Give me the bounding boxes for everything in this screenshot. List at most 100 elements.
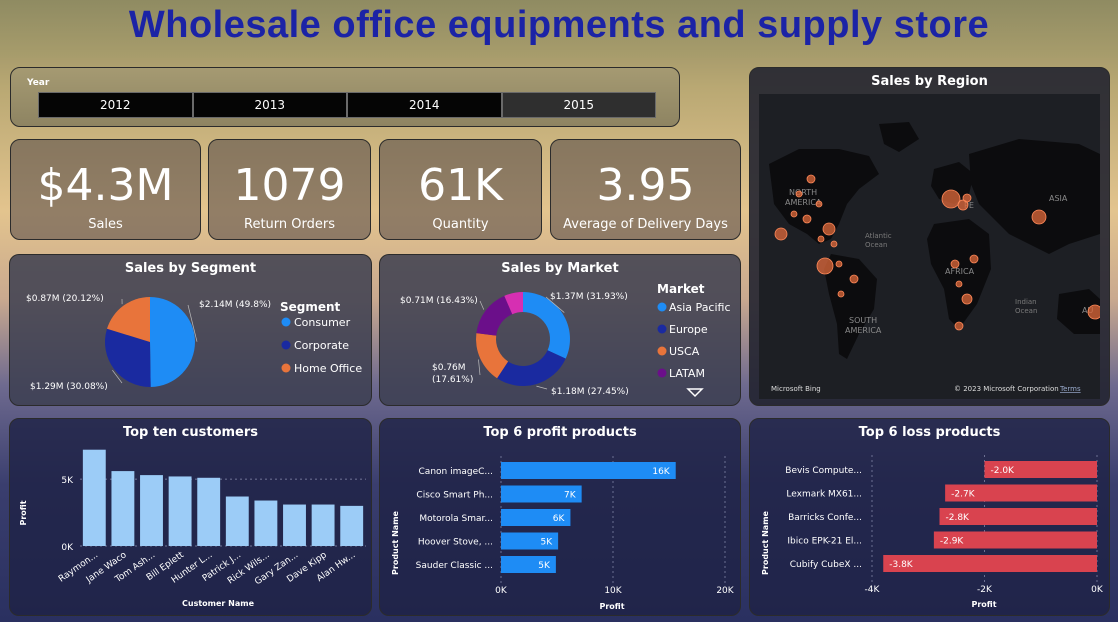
market-legend-marker bbox=[657, 346, 667, 356]
market-legend-marker bbox=[657, 368, 667, 378]
product-bar[interactable] bbox=[933, 531, 1097, 549]
year-2013-button[interactable]: 2013 bbox=[192, 92, 347, 118]
customer-bar[interactable] bbox=[254, 500, 278, 546]
top-profit-products-card: Top 6 profit products Product Name Profi… bbox=[379, 418, 741, 616]
segment-data-label: $2.14M (49.8%) bbox=[199, 300, 271, 310]
region-bubble[interactable] bbox=[1087, 304, 1100, 320]
market-legend-item[interactable]: Asia Pacific bbox=[669, 301, 731, 314]
kpi-sales-value: $4.3M bbox=[37, 160, 174, 211]
product-value-label: -3.8K bbox=[889, 560, 914, 570]
region-bubble[interactable] bbox=[849, 274, 859, 284]
product-category-label: Hoover Stove, ... bbox=[418, 538, 493, 548]
region-bubble[interactable] bbox=[806, 174, 816, 184]
map-label-atlantic-1: Atlantic bbox=[865, 232, 892, 240]
loss-products-bar-chart[interactable]: Product Name Profit -4K -2K 0K Bevis Compu… bbox=[750, 419, 1109, 615]
year-2015-button[interactable]: 2015 bbox=[501, 92, 656, 118]
customer-bar[interactable] bbox=[311, 504, 335, 546]
region-bubble[interactable] bbox=[817, 235, 825, 243]
top-profit-products-title: Top 6 profit products bbox=[483, 425, 637, 440]
region-bubble[interactable] bbox=[941, 189, 961, 209]
region-bubble[interactable] bbox=[957, 199, 969, 211]
market-legend-item[interactable]: LATAM bbox=[669, 367, 705, 380]
region-bubble[interactable] bbox=[822, 222, 836, 236]
region-bubble[interactable] bbox=[790, 210, 798, 218]
product-bar[interactable] bbox=[883, 555, 1097, 572]
kpi-quantity-value: 61K bbox=[418, 160, 503, 211]
region-bubble[interactable] bbox=[802, 214, 812, 224]
region-bubble[interactable] bbox=[962, 193, 972, 203]
customer-bar[interactable] bbox=[140, 475, 163, 546]
market-legend-item[interactable]: Europe bbox=[669, 323, 708, 336]
region-bubble[interactable] bbox=[950, 259, 960, 269]
segment-legend-item[interactable]: Consumer bbox=[294, 316, 351, 329]
region-bubble[interactable] bbox=[955, 280, 963, 288]
loss-x-axis-label: Profit bbox=[971, 600, 996, 609]
product-bar[interactable] bbox=[501, 485, 582, 503]
product-bar[interactable] bbox=[501, 462, 676, 479]
customer-bar[interactable] bbox=[168, 476, 192, 546]
market-slice-usca[interactable] bbox=[476, 333, 509, 379]
customer-bar[interactable] bbox=[82, 449, 106, 546]
legend-scroll-down-icon[interactable] bbox=[686, 388, 704, 398]
region-bubble[interactable] bbox=[774, 227, 788, 241]
customer-bar[interactable] bbox=[225, 496, 249, 546]
sales-by-region-title: Sales by Region bbox=[871, 74, 988, 89]
map-label-europe: PE bbox=[964, 201, 974, 210]
segment-legend-item[interactable]: Home Office bbox=[294, 362, 362, 375]
product-value-label: -2.8K bbox=[946, 513, 971, 523]
market-slice-other[interactable] bbox=[504, 292, 523, 315]
loss-y-axis-label: Product Name bbox=[761, 510, 770, 575]
product-bar[interactable] bbox=[939, 508, 1098, 525]
region-bubble[interactable] bbox=[816, 257, 834, 275]
profit-products-bar-chart[interactable]: Product Name Profit 0K 10K 20K Canon image… bbox=[380, 419, 740, 615]
region-bubble[interactable] bbox=[837, 290, 845, 298]
region-bubble[interactable] bbox=[969, 254, 979, 264]
map-label-north-america-1: NORTH bbox=[789, 188, 817, 197]
region-bubble[interactable] bbox=[815, 200, 823, 208]
customer-bar[interactable] bbox=[283, 504, 306, 546]
year-2014-button[interactable]: 2014 bbox=[347, 92, 502, 118]
market-slice-latam[interactable] bbox=[476, 295, 513, 336]
map-terms-link[interactable]: Terms bbox=[1059, 385, 1081, 393]
australia-shape bbox=[1057, 289, 1100, 334]
market-legend-item[interactable]: USCA bbox=[669, 345, 700, 358]
product-bar[interactable] bbox=[501, 532, 559, 550]
customer-bar[interactable] bbox=[340, 505, 364, 546]
kpi-return-orders-value: 1079 bbox=[233, 160, 346, 211]
product-category-label: Lexmark MX61... bbox=[786, 490, 862, 500]
product-bar[interactable] bbox=[501, 556, 556, 573]
kpi-quantity-card: 61K Quantity bbox=[379, 139, 542, 240]
product-bar[interactable] bbox=[945, 484, 1097, 502]
x-tick-label: 0K bbox=[495, 586, 508, 596]
sales-by-region-map[interactable]: NORTH AMERICA SOUTH AMERICA PE ASIA AFRI… bbox=[759, 94, 1100, 399]
customer-bar[interactable] bbox=[197, 477, 221, 546]
product-value-label: -2.7K bbox=[951, 490, 976, 500]
market-leader-line bbox=[545, 296, 565, 313]
market-slice-asia-pacific[interactable] bbox=[523, 292, 570, 359]
market-data-label: $0.71M (16.43%) bbox=[400, 296, 478, 306]
market-data-label: $0.76M bbox=[432, 363, 466, 373]
kpi-quantity-label: Quantity bbox=[432, 217, 489, 232]
product-bar[interactable] bbox=[984, 461, 1098, 478]
segment-slice-corporate[interactable] bbox=[105, 328, 151, 387]
market-leader-line bbox=[479, 300, 485, 310]
region-bubble[interactable] bbox=[954, 321, 964, 331]
asia-shape bbox=[969, 139, 1100, 254]
segment-legend-item[interactable]: Corporate bbox=[294, 339, 349, 352]
market-slice-europe[interactable] bbox=[497, 350, 566, 386]
product-bar[interactable] bbox=[501, 509, 571, 526]
segment-pie-chart[interactable]: $2.14M (49.8%) $1.29M (30.08%) $0.87M (20.… bbox=[10, 255, 371, 405]
region-bubble[interactable] bbox=[835, 260, 843, 268]
market-legend-title: Market bbox=[657, 282, 705, 296]
segment-slice-home-office[interactable] bbox=[107, 297, 150, 342]
year-2012-button[interactable]: 2012 bbox=[38, 92, 193, 118]
region-bubble[interactable] bbox=[1031, 209, 1047, 225]
market-donut-chart[interactable]: $1.37M (31.93%) $1.18M (27.45%) $0.76M (17.… bbox=[380, 255, 740, 405]
customer-bar[interactable] bbox=[111, 471, 135, 546]
region-bubble[interactable] bbox=[830, 240, 838, 248]
region-bubble[interactable] bbox=[961, 293, 973, 305]
sales-by-market-card: Sales by Market $1.37M (31.93%) $1.18M (2… bbox=[379, 254, 741, 406]
region-bubble[interactable] bbox=[795, 190, 803, 198]
segment-slice-consumer[interactable] bbox=[150, 297, 195, 387]
